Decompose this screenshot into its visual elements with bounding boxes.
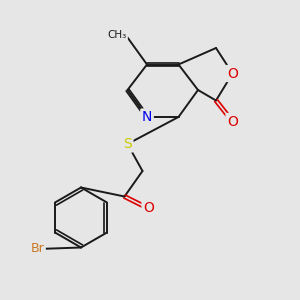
Text: S: S	[123, 137, 132, 151]
Text: O: O	[227, 115, 238, 128]
Text: O: O	[227, 67, 238, 80]
Text: CH₃: CH₃	[107, 29, 127, 40]
Text: Br: Br	[31, 242, 44, 256]
Text: O: O	[143, 202, 154, 215]
Text: N: N	[142, 110, 152, 124]
